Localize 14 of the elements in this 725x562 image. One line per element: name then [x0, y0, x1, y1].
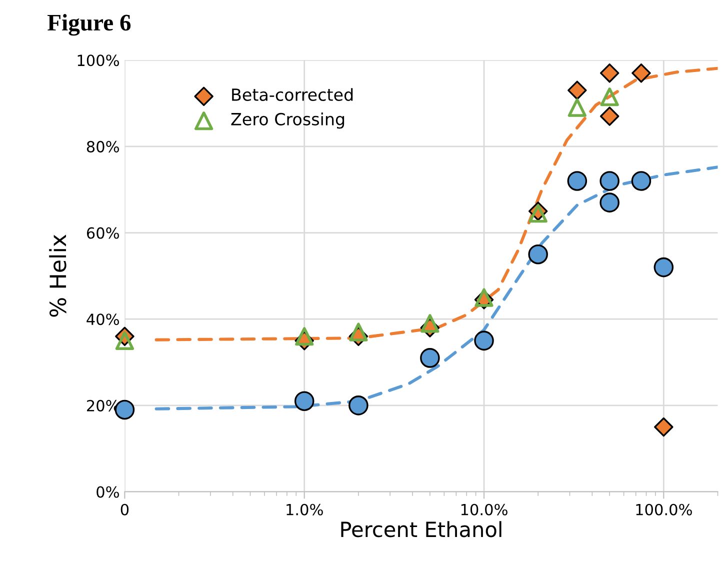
legend-label: Zero Crossing [231, 112, 344, 129]
legend-label: Beta-corrected [232, 88, 353, 101]
x-tick-label: 10.0% [461, 504, 508, 516]
y-tick-label: 100% [78, 54, 119, 66]
chart-title: Figure 6 [48, 14, 131, 36]
x-tick-label: 100.0% [636, 504, 692, 516]
y-tick-label: 80% [86, 140, 119, 152]
y-axis-title: % Helix [49, 234, 66, 317]
y-tick-label: 0% [96, 486, 119, 498]
x-tick-label: 1.0% [286, 504, 323, 516]
x-tick-label: 0 [120, 504, 129, 516]
y-tick-label: 60% [86, 227, 119, 239]
y-tick-label: 40% [86, 314, 119, 326]
x-axis-title: Percent Ethanol [341, 521, 502, 538]
